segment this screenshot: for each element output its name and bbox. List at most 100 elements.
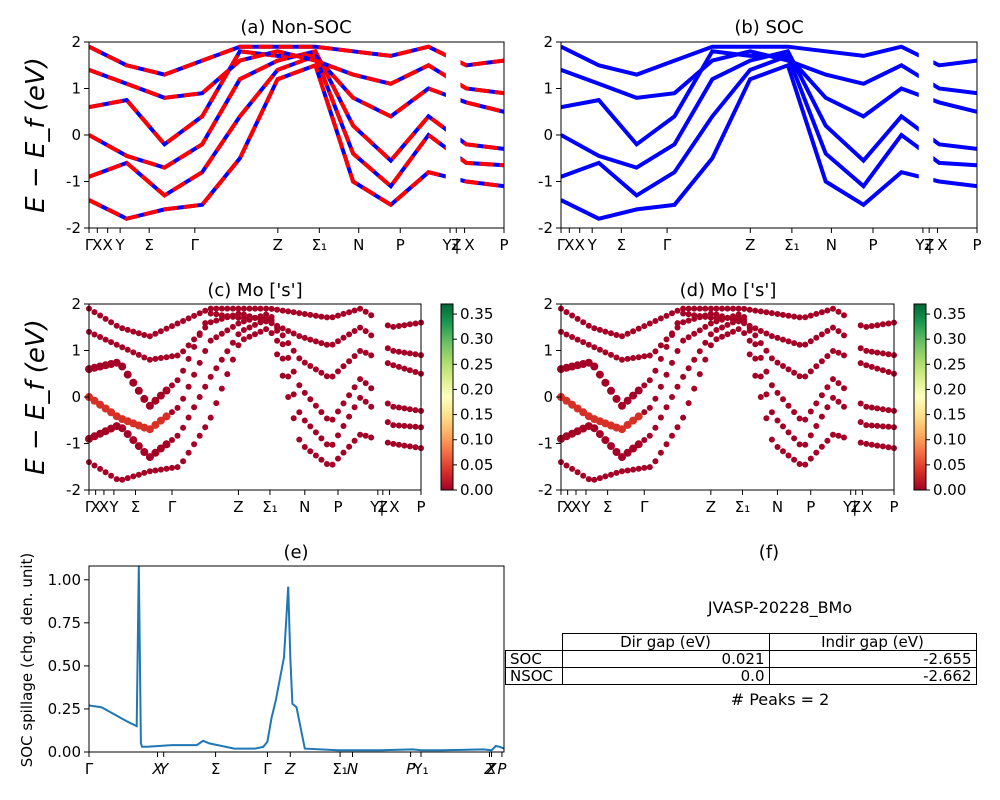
y-tick-label: 0.25 (48, 700, 81, 718)
band-point (312, 366, 319, 373)
band-point (696, 348, 703, 355)
band-point (585, 322, 592, 329)
panel-d-title: (d) Mo ['s'] (680, 280, 777, 301)
band-point (674, 320, 681, 327)
band-point (596, 326, 603, 333)
band-point (879, 367, 886, 374)
band-point (180, 458, 187, 465)
band-point (796, 415, 803, 422)
band-point (663, 312, 670, 319)
band-point (390, 403, 397, 410)
band-point (290, 330, 297, 337)
colorbar-bar (440, 303, 454, 491)
band-point (612, 448, 621, 456)
x-tick-label: X (103, 236, 113, 254)
band-point (207, 337, 214, 344)
band-point (595, 430, 604, 439)
band-point (97, 465, 104, 472)
x-tick-label: Y₁ (441, 236, 457, 254)
band-point (290, 415, 297, 422)
band-point (395, 422, 402, 429)
x-tick-label: Y₁ (914, 236, 930, 254)
band-point (602, 349, 609, 356)
colorbar-tick-label: 0.25 (460, 355, 493, 373)
band-point (290, 309, 297, 316)
band-point (91, 309, 98, 316)
band-point (384, 345, 391, 352)
band-point (791, 435, 798, 442)
band-point (285, 354, 292, 361)
colorbar-tick-label: 0.25 (933, 355, 966, 373)
band-point (229, 339, 236, 346)
band-point (641, 353, 648, 360)
band-point (691, 356, 698, 363)
band-line-soc (89, 62, 504, 221)
band-point (601, 378, 610, 387)
band-point (401, 442, 408, 449)
band-point (279, 325, 286, 332)
y-tick-label: -2 (538, 219, 553, 237)
colorbar-tick-label: 0.35 (933, 305, 966, 323)
band-point (608, 330, 614, 337)
band-point (885, 351, 892, 358)
band-point (185, 342, 192, 349)
x-tick-label: Z (483, 760, 495, 778)
band-point (229, 305, 236, 312)
band-point (802, 416, 809, 423)
band-point (285, 373, 292, 380)
band-point (879, 406, 886, 413)
band-point (412, 320, 419, 327)
band-point (362, 398, 369, 405)
band-point (218, 385, 225, 392)
band-point (340, 363, 347, 370)
band-point (207, 310, 214, 317)
band-point (841, 385, 847, 392)
x-tick-label: P (806, 498, 815, 516)
panel-e-title: (e) (283, 542, 308, 563)
band-point (752, 325, 759, 332)
band-point (246, 333, 253, 340)
band-point (874, 365, 881, 372)
band-line-soc (561, 49, 977, 148)
gap-table: Dir gap (eV) Indir gap (eV) SOC 0.021 -2… (505, 633, 977, 685)
band-point (329, 341, 336, 348)
y-tick-label: -2 (66, 481, 81, 499)
band-point (835, 328, 842, 335)
y-tick-label: 2 (543, 33, 553, 51)
band-point (685, 400, 692, 407)
band-point (702, 312, 709, 319)
band-point (663, 343, 670, 350)
band-point (113, 476, 120, 483)
band-point (807, 368, 814, 375)
y-tick-label: -2 (538, 481, 553, 499)
band-point (657, 414, 664, 421)
band-point (406, 367, 413, 374)
band-point (257, 328, 264, 335)
band-point (196, 359, 203, 366)
band-point (162, 440, 171, 449)
band-point (274, 337, 281, 344)
band-point (730, 316, 736, 323)
x-tick-label: Z (284, 760, 296, 778)
x-tick-label: N (353, 236, 364, 254)
x-tick-label: Y (580, 498, 591, 516)
band-point (562, 396, 571, 405)
x-tick-label: Y (587, 236, 598, 254)
band-point (601, 436, 610, 445)
band-point (768, 409, 775, 416)
band-point (318, 409, 325, 416)
band-point (752, 332, 759, 339)
colorbar-tick-label: 0.10 (933, 431, 966, 449)
x-tick-label: | X (852, 498, 872, 516)
band-point (290, 391, 297, 398)
band-point (357, 376, 364, 383)
band-point (384, 419, 391, 426)
band-point (185, 315, 192, 322)
band-point (608, 471, 614, 478)
band-point (140, 394, 149, 403)
band-point (807, 432, 814, 439)
band-point (763, 368, 770, 375)
band-point (180, 367, 187, 374)
band-point (157, 328, 164, 335)
